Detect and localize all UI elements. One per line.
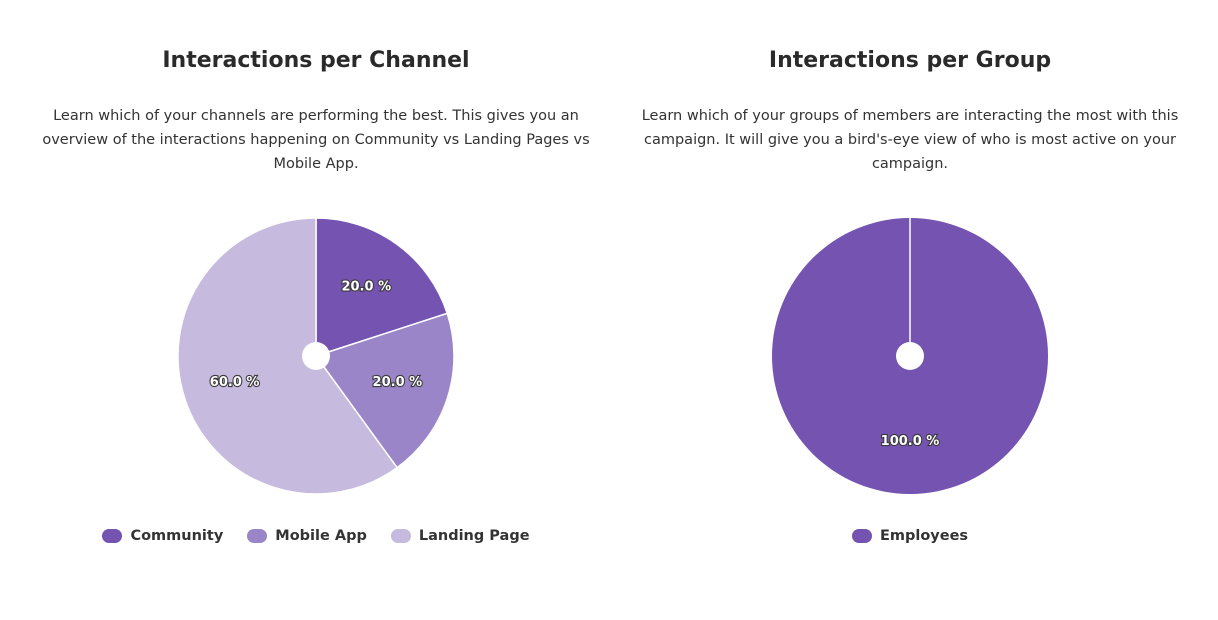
legend-swatch bbox=[390, 529, 411, 543]
legend-item-landing-page[interactable]: Landing Page bbox=[390, 528, 530, 544]
channel-pie-chart: 20.0 % 20.0 % 60.0 % bbox=[177, 217, 455, 495]
legend-item-employees[interactable]: Employees bbox=[851, 528, 969, 544]
legend-label: Employees bbox=[879, 528, 969, 544]
group-panel: Interactions per Group Learn which of yo… bbox=[610, 0, 1210, 620]
pie-center-hole bbox=[896, 342, 924, 370]
legend-swatch bbox=[851, 529, 872, 543]
channel-chart-description: Learn which of your channels are perform… bbox=[42, 108, 590, 172]
slice-label-mobile-app: 20.0 % bbox=[373, 375, 423, 390]
slice-label-landing-page: 60.0 % bbox=[210, 375, 260, 390]
group-chart-title: Interactions per Group bbox=[768, 48, 1052, 73]
channel-chart-title: Interactions per Channel bbox=[162, 48, 470, 73]
group-chart-description: Learn which of your groups of members ar… bbox=[641, 108, 1179, 172]
legend-swatch bbox=[247, 529, 268, 543]
legend-item-community[interactable]: Community bbox=[102, 528, 223, 544]
legend-swatch bbox=[102, 529, 123, 543]
group-pie-chart: 100.0 % bbox=[772, 218, 1048, 494]
pie-slice-landing-page[interactable] bbox=[177, 217, 399, 495]
legend-label: Landing Page bbox=[418, 528, 530, 544]
legend-label: Mobile App bbox=[275, 528, 367, 544]
slice-label-employees: 100.0 % bbox=[881, 434, 940, 449]
pie-slice-community[interactable] bbox=[315, 217, 449, 358]
channel-legend: Community Mobile App Landing Page bbox=[16, 528, 616, 544]
channel-panel: Interactions per Channel Learn which of … bbox=[16, 0, 616, 620]
pie-center-hole bbox=[302, 342, 330, 370]
group-legend: Employees bbox=[610, 528, 1210, 544]
slice-label-community: 20.0 % bbox=[341, 279, 391, 294]
pie-slice-mobile-app[interactable] bbox=[314, 312, 455, 469]
legend-label: Community bbox=[130, 528, 224, 544]
legend-item-mobile-app[interactable]: Mobile App bbox=[247, 528, 367, 544]
